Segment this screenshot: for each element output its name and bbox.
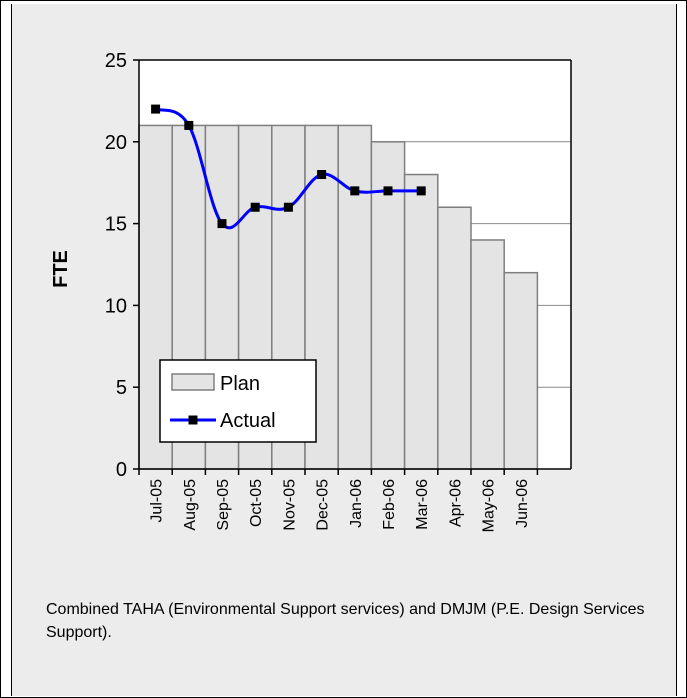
y-tick-label: 5: [116, 377, 127, 399]
y-tick-labels: 0 5 10 15 20 25: [105, 50, 127, 481]
x-tick-label: Aug-05: [182, 479, 199, 531]
actual-line: [151, 104, 426, 230]
actual-point: [184, 120, 194, 130]
plan-bar: [503, 271, 539, 470]
y-tick-label: 10: [105, 295, 127, 317]
actual-point: [317, 170, 327, 180]
legend-actual-label: Actual: [220, 410, 276, 432]
x-tick-label: Sep-05: [215, 479, 232, 531]
chart-card: 0 5 10 15 20 25 Jul-05 Aug-05 Sep-05 Oct-05 Nov-0…: [11, 4, 677, 696]
actual-point: [250, 202, 260, 212]
x-tick-label: Jun-06: [514, 479, 531, 528]
plan-bar: [370, 141, 406, 470]
x-tick-labels: Jul-05 Aug-05 Sep-05 Oct-05 Nov-05 Dec-05 Jan-…: [149, 479, 531, 532]
x-tick-label: Oct-05: [248, 479, 265, 527]
y-tick-label: 20: [105, 132, 127, 154]
legend-plan-swatch: [171, 373, 215, 391]
y-axis-label: FTE: [50, 250, 72, 288]
actual-point: [151, 104, 161, 114]
plan-bar: [437, 206, 472, 470]
y-tick-label: 15: [105, 214, 127, 236]
legend-actual-marker: [188, 415, 198, 425]
x-tick-label: Dec-05: [315, 479, 332, 531]
x-tick-label: Nov-05: [281, 479, 298, 531]
actual-point: [383, 186, 393, 196]
plan-bar: [470, 239, 505, 470]
legend-plan-label: Plan: [220, 373, 260, 395]
chart-caption: Combined TAHA (Environmental Support ser…: [46, 601, 645, 641]
x-tick-label: Apr-06: [447, 479, 464, 527]
x-tick-label: May-06: [481, 479, 498, 532]
x-tick-label: Jan-06: [348, 479, 365, 528]
axes: [133, 59, 572, 475]
x-tick-label: Jul-05: [149, 479, 166, 523]
legend: Plan Actual: [159, 359, 317, 443]
x-tick-label: Feb-06: [381, 479, 398, 530]
actual-point: [350, 186, 360, 196]
plan-bar: [337, 124, 373, 470]
y-tick-label: 0: [116, 459, 127, 481]
actual-point: [217, 219, 227, 229]
fte-chart: 0 5 10 15 20 25 Jul-05 Aug-05 Sep-05 Oct-05 Nov-0…: [50, 50, 572, 532]
plan-bar: [403, 173, 439, 470]
actual-point: [283, 202, 293, 212]
actual-point: [416, 186, 426, 196]
y-tick-label: 25: [105, 50, 127, 72]
x-tick-label: Mar-06: [414, 479, 431, 530]
